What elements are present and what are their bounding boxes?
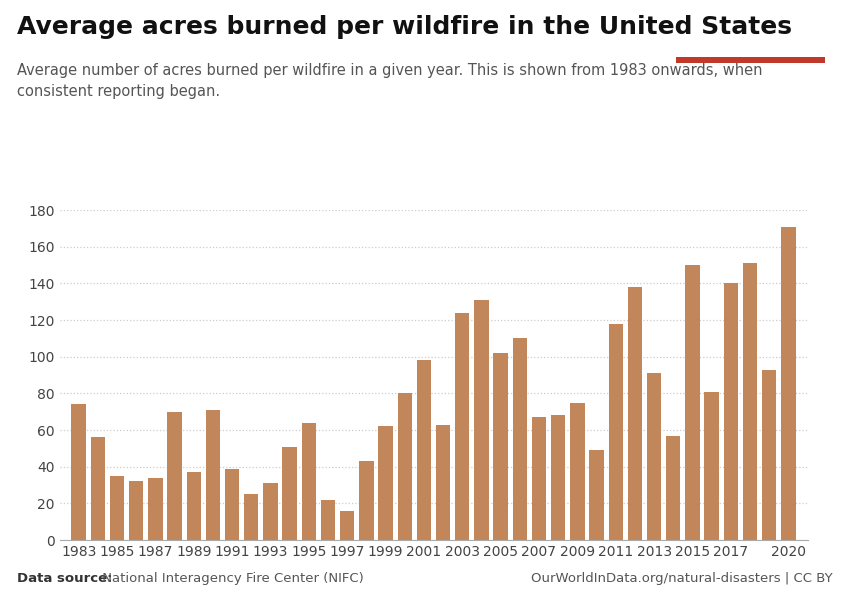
Bar [282,446,297,540]
Bar [532,417,547,540]
Bar [264,483,278,540]
Bar [360,461,373,540]
Bar [627,287,642,540]
Bar [705,391,719,540]
Bar [340,511,354,540]
Bar [378,427,393,540]
Bar [474,300,489,540]
Text: Average acres burned per wildfire in the United States: Average acres burned per wildfire in the… [17,15,792,39]
Bar [723,283,738,540]
Bar [551,415,565,540]
Text: Data source:: Data source: [17,572,112,585]
Bar [91,437,105,540]
Bar [167,412,182,540]
Bar [206,410,220,540]
Bar [570,403,585,540]
Text: Average number of acres burned per wildfire in a given year. This is shown from : Average number of acres burned per wildf… [17,63,762,99]
Bar [676,56,824,63]
Bar [416,361,431,540]
Bar [244,494,258,540]
Bar [302,422,316,540]
Bar [71,404,86,540]
Bar [762,370,776,540]
Bar [129,481,144,540]
Bar [225,469,240,540]
Bar [494,353,507,540]
Bar [609,323,623,540]
Bar [781,226,796,540]
Bar [186,472,201,540]
Text: Our World: Our World [715,17,785,31]
Bar [513,338,527,540]
Bar [110,476,124,540]
Bar [455,313,469,540]
Text: OurWorldInData.org/natural-disasters | CC BY: OurWorldInData.org/natural-disasters | C… [531,572,833,585]
Bar [743,263,757,540]
Text: in Data: in Data [725,36,775,49]
Text: National Interagency Fire Center (NIFC): National Interagency Fire Center (NIFC) [98,572,364,585]
Bar [436,425,450,540]
Bar [685,265,700,540]
Bar [647,373,661,540]
Bar [148,478,162,540]
Bar [589,450,604,540]
Bar [320,500,335,540]
Bar [398,394,412,540]
Bar [666,436,681,540]
